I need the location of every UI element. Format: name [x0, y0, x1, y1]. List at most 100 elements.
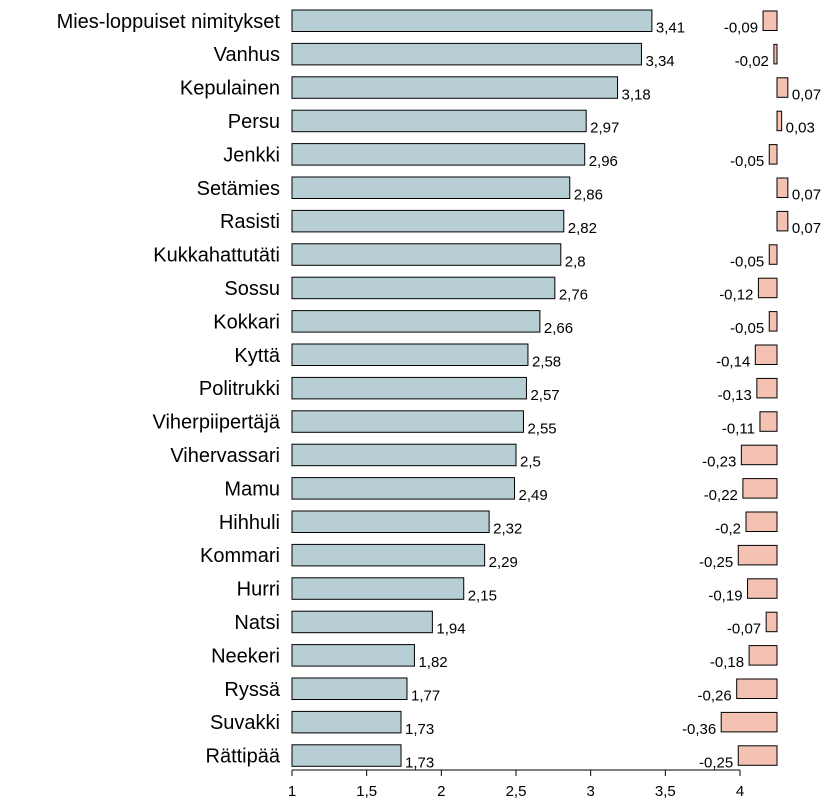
main-bar	[291, 310, 541, 333]
main-value-label: 1,77	[411, 688, 440, 705]
main-bar	[291, 243, 562, 266]
main-value-label: 2,55	[527, 420, 556, 437]
x-tick-label: 1	[288, 783, 296, 800]
main-bar	[291, 510, 490, 533]
category-label: Natsi	[234, 612, 280, 634]
category-label: Kommari	[200, 545, 280, 567]
category-label: Hihhuli	[219, 512, 280, 534]
difference-value-label: -0,02	[735, 53, 769, 70]
difference-bar	[759, 411, 778, 432]
difference-value-label: -0,23	[702, 454, 736, 471]
main-bar	[291, 543, 486, 567]
main-bar	[291, 610, 433, 634]
main-value-label: 2,32	[493, 521, 522, 538]
main-bar	[291, 343, 529, 366]
category-label: Politrukki	[199, 378, 280, 400]
main-bar	[291, 744, 402, 767]
category-label: Mies-loppuiset nimitykset	[57, 11, 281, 33]
main-value-label: 2,97	[590, 120, 619, 137]
main-bar	[291, 209, 565, 233]
difference-bar	[776, 77, 789, 98]
difference-value-label: -0,2	[715, 521, 741, 538]
category-label: Viherpiipertäjä	[153, 412, 281, 434]
x-tick-label: 4	[736, 783, 744, 800]
difference-value-label: -0,05	[730, 253, 764, 270]
difference-bar	[773, 43, 778, 65]
x-tick-label: 3	[586, 783, 594, 800]
difference-bar	[740, 444, 778, 466]
difference-value-label: 0,07	[792, 86, 821, 103]
category-label: Kyttä	[234, 345, 280, 367]
difference-value-label: -0,14	[716, 354, 750, 371]
difference-value-label: -0,18	[710, 654, 744, 671]
main-series-value-labels: 3,41 3,34 3,182,97 2,96 2,86 2,82 2,8 2,76 2,66 2…	[405, 20, 685, 772]
main-value-label: 2,15	[468, 587, 497, 604]
difference-value-label: -0,05	[730, 320, 764, 337]
x-axis: 1 1,5 2 2,5 3 3,5 4	[288, 769, 744, 800]
category-label: Persu	[228, 111, 280, 133]
difference-bar	[754, 344, 778, 365]
main-bar	[291, 677, 408, 700]
category-label: Rasisti	[220, 211, 280, 233]
difference-value-label: -0,12	[719, 287, 753, 304]
difference-value-label: -0,25	[699, 554, 733, 571]
main-value-label: 2,82	[568, 220, 597, 237]
difference-bar	[745, 511, 778, 532]
difference-series-bars	[720, 10, 789, 766]
main-value-label: 2,86	[574, 187, 603, 204]
difference-value-label: -0,11	[722, 420, 755, 437]
difference-bar	[776, 210, 789, 232]
main-bar	[291, 76, 619, 99]
main-value-label: 3,18	[622, 86, 651, 103]
main-bar	[291, 376, 527, 400]
difference-value-label: 0,07	[792, 187, 821, 204]
main-bar	[291, 9, 653, 32]
difference-bar	[762, 10, 778, 31]
x-tick-label: 3,5	[655, 783, 676, 800]
category-label: Ryssä	[224, 679, 280, 701]
category-label: Kokkari	[213, 311, 280, 333]
difference-value-label: -0,22	[704, 487, 738, 504]
main-series-bars	[291, 9, 653, 767]
main-bar	[291, 710, 402, 734]
difference-value-label: -0,26	[697, 688, 731, 705]
category-label: Jenkki	[223, 144, 280, 166]
main-value-label: 1,73	[405, 754, 434, 771]
category-label: Vanhus	[214, 44, 280, 66]
difference-bar	[768, 144, 778, 165]
main-bar	[291, 109, 587, 133]
main-value-label: 2,96	[589, 153, 618, 170]
difference-value-label: 0,07	[792, 220, 821, 237]
main-bar	[291, 143, 586, 166]
category-label: Hurri	[237, 579, 280, 601]
difference-value-label: -0,05	[730, 153, 764, 170]
category-label: Suvakki	[210, 712, 280, 734]
main-value-label: 2,66	[544, 320, 573, 337]
difference-value-label: -0,25	[699, 754, 733, 771]
main-value-label: 2,57	[530, 387, 559, 404]
difference-bar	[765, 611, 778, 633]
main-bar	[291, 577, 465, 600]
difference-bar	[748, 645, 778, 666]
main-bar	[291, 644, 415, 667]
difference-value-label: -0,07	[727, 621, 761, 638]
x-tick-label: 2	[437, 783, 445, 800]
difference-bar	[742, 478, 778, 499]
main-bar	[291, 176, 571, 199]
category-label: Setämies	[197, 178, 280, 200]
main-value-label: 2,76	[559, 287, 588, 304]
difference-bar	[736, 678, 778, 699]
category-label: Kukkahattutäti	[153, 245, 280, 267]
difference-bar	[720, 711, 778, 733]
difference-value-label: -0,19	[708, 587, 742, 604]
main-value-label: 2,8	[565, 253, 586, 270]
category-labels: Mies-loppuiset nimitykset Vanhus Kepulaine…	[57, 11, 281, 768]
category-label: Sossu	[224, 278, 280, 300]
main-value-label: 3,34	[645, 53, 674, 70]
difference-bar	[776, 177, 789, 198]
main-value-label: 2,49	[519, 487, 548, 504]
main-bar	[291, 410, 524, 433]
difference-bar	[756, 377, 778, 399]
main-bar	[291, 42, 642, 66]
